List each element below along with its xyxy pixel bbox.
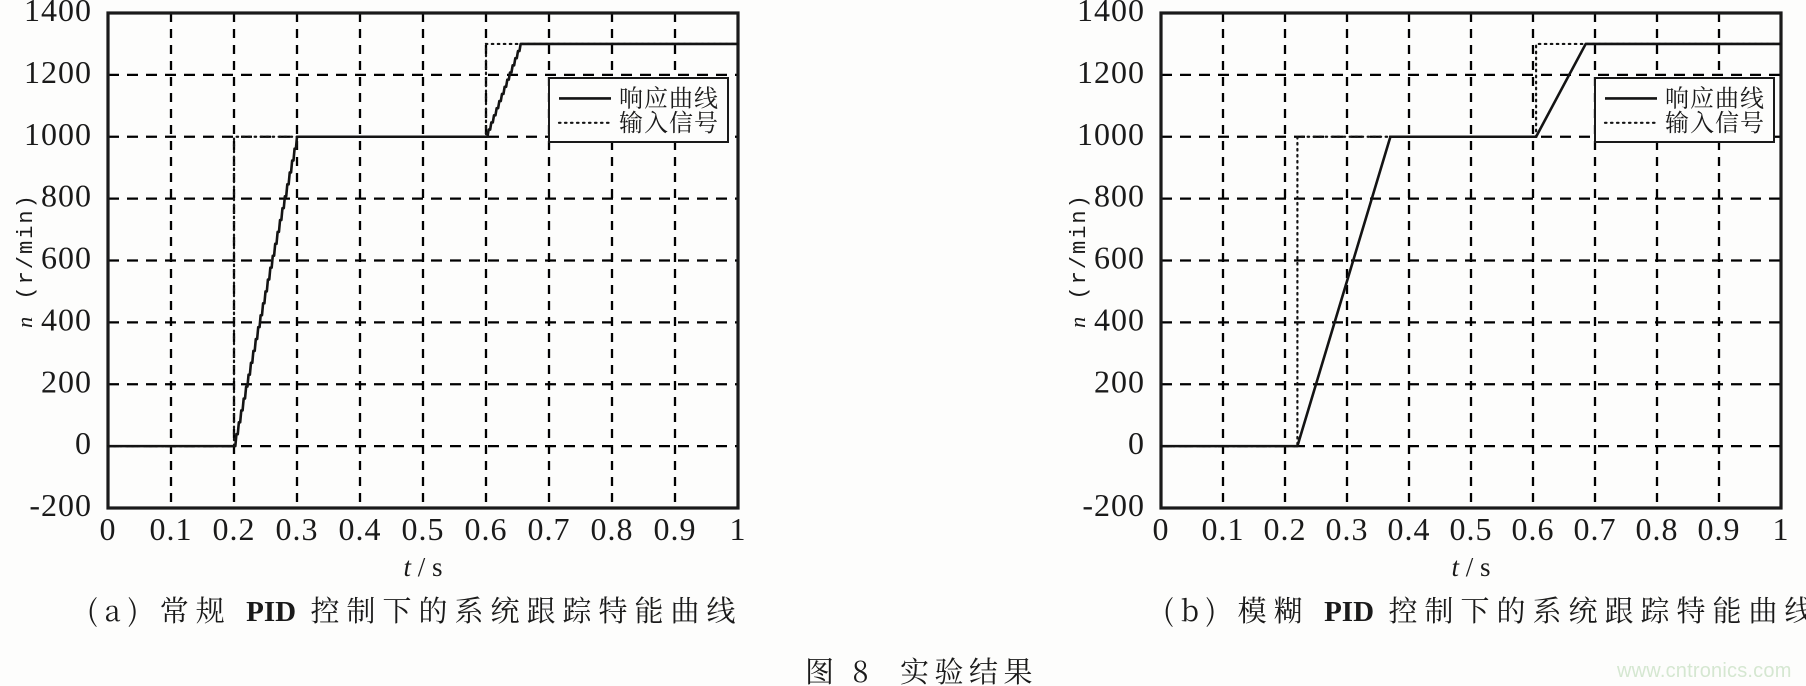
- svg-text:0.2: 0.2: [213, 511, 256, 547]
- svg-text:0.7: 0.7: [528, 511, 571, 547]
- svg-text:0.9: 0.9: [654, 511, 697, 547]
- svg-text:1: 1: [1773, 511, 1790, 547]
- svg-text:800: 800: [1094, 178, 1145, 214]
- svg-text:1200: 1200: [24, 54, 92, 90]
- svg-text:1: 1: [730, 511, 747, 547]
- svg-text:800: 800: [41, 178, 92, 214]
- svg-text:0.3: 0.3: [1326, 511, 1369, 547]
- svg-text:0.3: 0.3: [276, 511, 319, 547]
- svg-text:0.2: 0.2: [1264, 511, 1307, 547]
- svg-text:n (r/min): n (r/min): [1065, 193, 1092, 328]
- svg-text:-200: -200: [29, 487, 92, 523]
- svg-text:0.1: 0.1: [1202, 511, 1245, 547]
- svg-text:输入信号: 输入信号: [619, 103, 719, 138]
- svg-text:1200: 1200: [1077, 54, 1145, 90]
- svg-text:0.8: 0.8: [1636, 511, 1679, 547]
- svg-text:1400: 1400: [24, 0, 92, 28]
- svg-text:400: 400: [1094, 301, 1145, 337]
- svg-text:0: 0: [1128, 425, 1145, 461]
- svg-text:0.5: 0.5: [1450, 511, 1493, 547]
- svg-text:n (r/min): n (r/min): [12, 193, 39, 328]
- svg-text:600: 600: [41, 240, 92, 276]
- svg-text:0.7: 0.7: [1574, 511, 1617, 547]
- svg-text:200: 200: [41, 363, 92, 399]
- svg-text:t / s: t / s: [1451, 552, 1490, 582]
- svg-text:0.9: 0.9: [1698, 511, 1741, 547]
- svg-text:0.8: 0.8: [591, 511, 634, 547]
- svg-text:0: 0: [100, 511, 117, 547]
- svg-text:400: 400: [41, 301, 92, 337]
- svg-text:1000: 1000: [1077, 116, 1145, 152]
- svg-text:1000: 1000: [24, 116, 92, 152]
- svg-text:0: 0: [1153, 511, 1170, 547]
- svg-text:0: 0: [75, 425, 92, 461]
- svg-text:0.6: 0.6: [1512, 511, 1555, 547]
- svg-text:200: 200: [1094, 363, 1145, 399]
- svg-text:0.4: 0.4: [339, 511, 382, 547]
- svg-text:0.6: 0.6: [465, 511, 508, 547]
- svg-text:1400: 1400: [1077, 0, 1145, 28]
- svg-text:t / s: t / s: [403, 552, 442, 582]
- svg-text:600: 600: [1094, 240, 1145, 276]
- svg-text:0.4: 0.4: [1388, 511, 1431, 547]
- svg-text:输入信号: 输入信号: [1665, 103, 1765, 138]
- svg-text:0.5: 0.5: [402, 511, 445, 547]
- svg-text:0.1: 0.1: [150, 511, 193, 547]
- svg-text:-200: -200: [1082, 487, 1145, 523]
